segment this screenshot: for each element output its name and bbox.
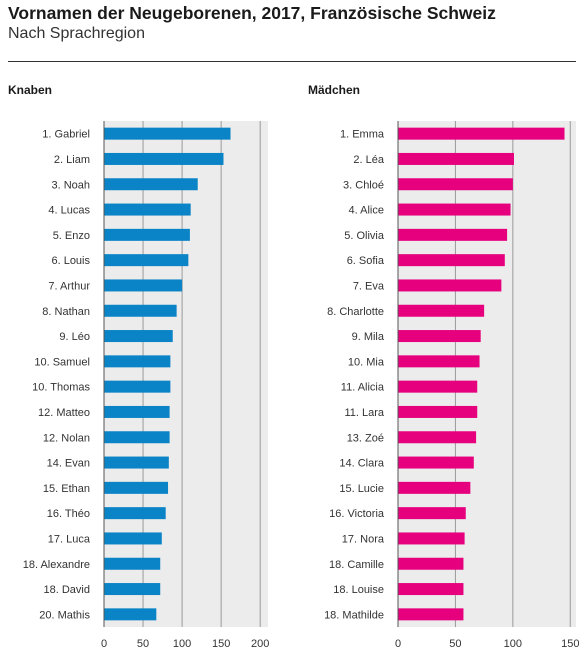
category-label: 9. Mila — [352, 331, 385, 343]
plot-background-boys — [104, 121, 268, 627]
category-label: 11. Lara — [344, 407, 384, 419]
bar — [398, 152, 514, 165]
plot-background-girls — [398, 121, 576, 627]
bar — [104, 355, 171, 368]
bar — [398, 608, 464, 621]
category-label: 5. Olivia — [344, 230, 385, 242]
category-label: 9. Léo — [59, 331, 90, 343]
bar — [104, 178, 198, 191]
bar — [398, 330, 481, 343]
bar — [398, 355, 480, 368]
x-tick-label: 50 — [137, 638, 149, 650]
page-subtitle: Nach Sprachregion — [8, 25, 145, 42]
category-label: 3. Noah — [51, 179, 90, 191]
category-label: 14. Evan — [47, 458, 90, 470]
bar — [398, 279, 502, 292]
category-label: 10. Thomas — [32, 382, 90, 394]
category-label: 6. Sofia — [347, 255, 385, 267]
category-label: 12. Matteo — [38, 407, 90, 419]
category-label: 18. Mathilde — [324, 609, 384, 621]
bar — [104, 152, 224, 165]
bar — [398, 507, 466, 520]
category-label: 8. Nathan — [42, 306, 90, 318]
bar — [398, 405, 478, 418]
bar — [104, 583, 161, 596]
title-divider — [8, 61, 576, 62]
x-tick-label: 150 — [561, 638, 579, 650]
bar — [398, 304, 485, 317]
panel-label-girls: Mädchen — [308, 83, 361, 97]
bar — [104, 557, 161, 570]
category-label: 12. Nolan — [43, 432, 90, 444]
bar — [104, 203, 191, 216]
bar — [398, 254, 505, 267]
category-label: 2. Léa — [353, 154, 384, 166]
category-label: 6. Louis — [51, 255, 90, 267]
x-tick-label: 100 — [173, 638, 191, 650]
x-tick-label: 0 — [101, 638, 107, 650]
category-label: 10. Mia — [348, 356, 385, 368]
category-label: 10. Samuel — [34, 356, 90, 368]
category-label: 4. Alice — [349, 205, 384, 217]
category-label: 18. Camille — [329, 559, 384, 571]
x-tick-label: 50 — [449, 638, 461, 650]
category-label: 18. David — [44, 584, 90, 596]
bar — [398, 557, 464, 570]
category-label: 11. Alicia — [341, 382, 385, 394]
category-label: 3. Chloé — [343, 179, 384, 191]
category-label: 15. Ethan — [43, 483, 90, 495]
category-label: 20. Mathis — [39, 609, 90, 621]
bar — [104, 254, 189, 267]
x-tick-label: 0 — [395, 638, 401, 650]
bar — [104, 481, 169, 494]
category-label: 17. Luca — [48, 533, 91, 545]
bar — [104, 279, 183, 292]
category-label: 18. Louise — [333, 584, 384, 596]
category-label: 1. Emma — [340, 129, 385, 141]
category-label: 18. Alexandre — [23, 559, 90, 571]
bar — [104, 532, 162, 545]
category-label: 1. Gabriel — [42, 129, 90, 141]
category-label: 16. Victoria — [329, 508, 385, 520]
category-label: 8. Charlotte — [327, 306, 384, 318]
bar — [398, 228, 508, 241]
bar — [398, 481, 471, 494]
bar — [104, 330, 173, 343]
bar — [104, 228, 190, 241]
x-tick-label: 100 — [504, 638, 522, 650]
bar — [104, 456, 169, 469]
bar — [104, 405, 170, 418]
panel-label-boys: Knaben — [8, 83, 53, 97]
bar — [104, 304, 177, 317]
bar — [398, 203, 511, 216]
bar — [398, 583, 464, 596]
x-tick-label: 150 — [212, 638, 230, 650]
bar — [104, 608, 157, 621]
category-label: 4. Lucas — [48, 205, 90, 217]
category-label: 15. Lucie — [339, 483, 384, 495]
category-label: 2. Liam — [54, 154, 90, 166]
bar — [398, 127, 565, 140]
category-label: 7. Eva — [353, 280, 385, 292]
page-title: Vornamen der Neugeborenen, 2017, Französ… — [8, 3, 496, 23]
category-label: 16. Théo — [47, 508, 90, 520]
bar — [104, 507, 166, 520]
category-label: 13. Zoé — [347, 432, 384, 444]
bar — [104, 431, 170, 444]
category-label: 17. Nora — [342, 533, 385, 545]
bar — [104, 127, 231, 140]
category-label: 14. Clara — [339, 458, 385, 470]
bar — [398, 532, 465, 545]
bar — [398, 178, 513, 191]
bar — [398, 431, 477, 444]
category-label: 7. Arthur — [48, 280, 90, 292]
bar — [398, 456, 474, 469]
bar — [398, 380, 478, 393]
category-label: 5. Enzo — [53, 230, 90, 242]
bar — [104, 380, 171, 393]
x-tick-label: 200 — [251, 638, 269, 650]
